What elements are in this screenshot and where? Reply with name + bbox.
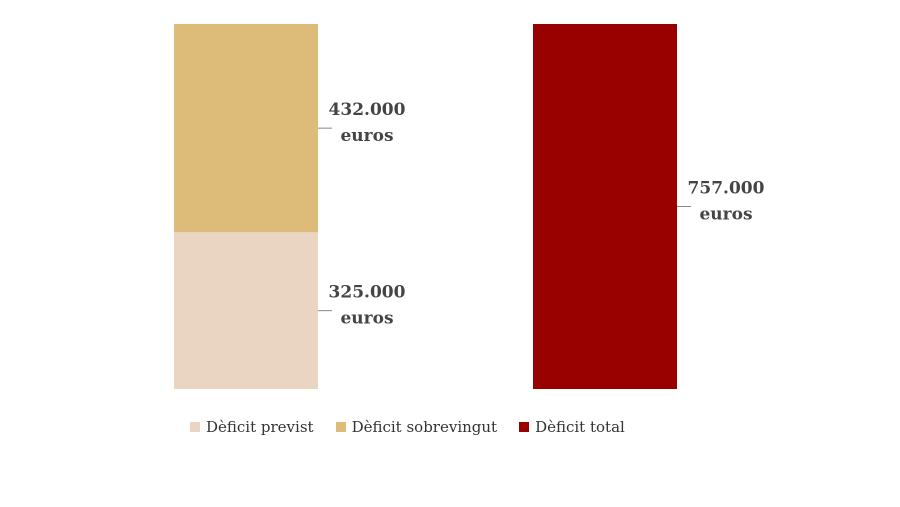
legend-item-previst: Dèficit previst [190,418,314,436]
data-label-2-1-line-1: 757.000 [688,179,765,199]
data-label-1-2-line-2: euros [340,126,393,146]
legend-item-sobrevingut: Dèficit sobrevingut [335,418,498,436]
legend-label-total: Dèficit total [535,418,625,436]
data-label-1-1-line-1: 325.000 [329,283,406,303]
data-label-1-2-line-1: 432.000 [329,100,406,120]
bar-1-segment-1 [174,232,318,389]
data-label-2-1-line-2: euros [699,205,752,225]
bar-2-segment-1 [533,24,677,389]
legend-swatch-total [519,422,530,432]
legend-item-total: Dèficit total [519,418,625,436]
legend-label-sobrevingut: Dèficit sobrevingut [351,418,498,436]
legend-swatch-sobrevingut [335,422,346,432]
legend-swatch-previst [190,422,200,432]
data-label-1-1-line-2: euros [340,309,393,329]
bar-1-segment-2 [174,24,318,233]
legend-label-previst: Dèficit previst [206,418,314,436]
chart-legend: Dèficit previst Dèficit sobrevingut Dèfi… [190,418,625,436]
